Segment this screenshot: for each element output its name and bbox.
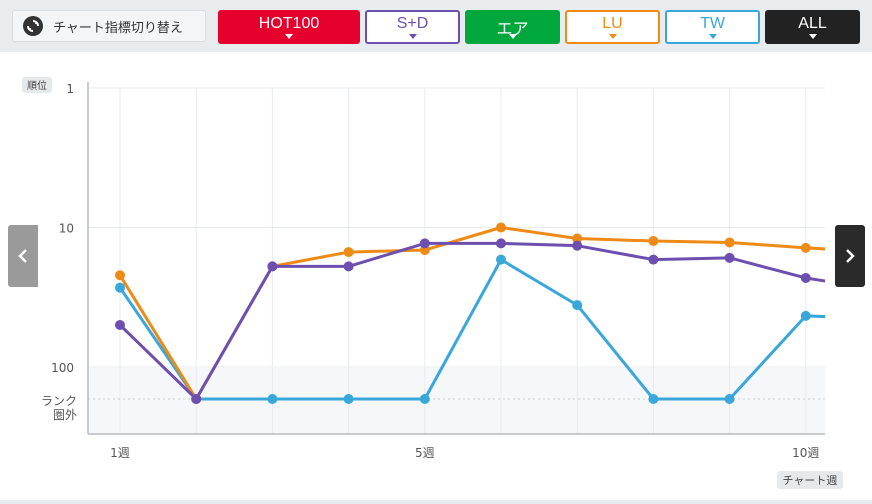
dropdown-arrow-icon bbox=[808, 34, 817, 39]
tab-tw[interactable]: TW bbox=[665, 10, 760, 44]
series-point-sd bbox=[267, 261, 278, 272]
dropdown-arrow-icon bbox=[508, 34, 517, 39]
chevron-left-icon bbox=[18, 249, 27, 263]
switch-icon bbox=[23, 16, 43, 36]
tab-label: S+D bbox=[396, 15, 429, 32]
series-point-tw bbox=[572, 300, 583, 311]
series-point-sd bbox=[800, 272, 811, 283]
tab-sd[interactable]: S+D bbox=[365, 10, 460, 44]
y-tick-label: 10 bbox=[59, 222, 74, 236]
tab-label: エア bbox=[496, 21, 529, 38]
tab-lu[interactable]: LU bbox=[565, 10, 660, 44]
series-point-tw bbox=[496, 254, 506, 265]
series-point-sd bbox=[191, 394, 202, 404]
out-of-rank-label: 圏外 bbox=[53, 408, 77, 422]
series-point-sd bbox=[572, 240, 583, 251]
previous-weeks-button[interactable] bbox=[8, 225, 38, 287]
series-point-lu bbox=[724, 237, 735, 248]
y-axis-label: 順位 bbox=[27, 79, 47, 92]
tab-label: ALL bbox=[798, 15, 827, 32]
series-point-tw bbox=[419, 394, 430, 404]
chart-panel: 1 10 100 ランク 圏外 順位 1週 5週 10週チャート週 bbox=[0, 52, 872, 500]
x-tick-label: 1週 bbox=[110, 446, 130, 460]
series-point-lu bbox=[800, 242, 811, 253]
x-axis-label-badge bbox=[777, 471, 843, 489]
tab-label: TW bbox=[700, 15, 725, 32]
series-point-tw bbox=[343, 394, 354, 404]
series-point-sd bbox=[419, 238, 430, 249]
series-point-sd bbox=[343, 261, 354, 272]
tab-hot100[interactable]: HOT100 bbox=[218, 10, 360, 44]
dropdown-arrow-icon bbox=[285, 34, 293, 39]
series-point-tw bbox=[648, 394, 659, 404]
series-point-tw bbox=[800, 310, 811, 321]
dropdown-arrow-icon bbox=[708, 34, 717, 39]
next-weeks-button[interactable] bbox=[835, 225, 865, 287]
series-point-tw bbox=[724, 394, 735, 404]
x-tick-label: 5週 bbox=[415, 446, 435, 460]
series-point-lu bbox=[343, 247, 354, 258]
series-point-sd bbox=[724, 252, 735, 263]
chevron-right-icon bbox=[846, 249, 855, 263]
y-tick-label: 1 bbox=[66, 82, 74, 96]
series-point-sd bbox=[115, 320, 125, 331]
y-tick-label: 100 bbox=[51, 361, 74, 375]
series-point-lu bbox=[648, 236, 659, 247]
series-point-sd bbox=[648, 254, 659, 265]
x-axis-label: チャート週 bbox=[783, 474, 838, 487]
chart-switcher-bar: チャート指標切り替え HOT100 S+D エア LU TW ALL bbox=[0, 0, 872, 50]
x-tick-label: 10週 bbox=[792, 446, 819, 460]
tab-air[interactable]: エア bbox=[465, 10, 560, 44]
series-point-tw bbox=[267, 394, 278, 404]
series-point-lu bbox=[572, 233, 583, 244]
series-point-sd bbox=[496, 238, 506, 249]
chart-switch-label: チャート指標切り替え bbox=[12, 10, 206, 42]
chart-switch-label-text: チャート指標切り替え bbox=[53, 20, 183, 36]
dropdown-arrow-icon bbox=[608, 34, 617, 39]
tab-label: LU bbox=[602, 15, 623, 32]
out-of-rank-zone bbox=[88, 368, 825, 434]
tab-label: HOT100 bbox=[258, 15, 320, 32]
y-axis-label-badge bbox=[22, 77, 52, 93]
series-point-lu bbox=[496, 222, 506, 233]
out-of-rank-label: ランク bbox=[41, 394, 77, 408]
dropdown-arrow-icon bbox=[408, 34, 417, 39]
series-point-lu bbox=[115, 270, 125, 281]
series-point-tw bbox=[115, 282, 125, 293]
tab-all[interactable]: ALL bbox=[765, 10, 860, 44]
